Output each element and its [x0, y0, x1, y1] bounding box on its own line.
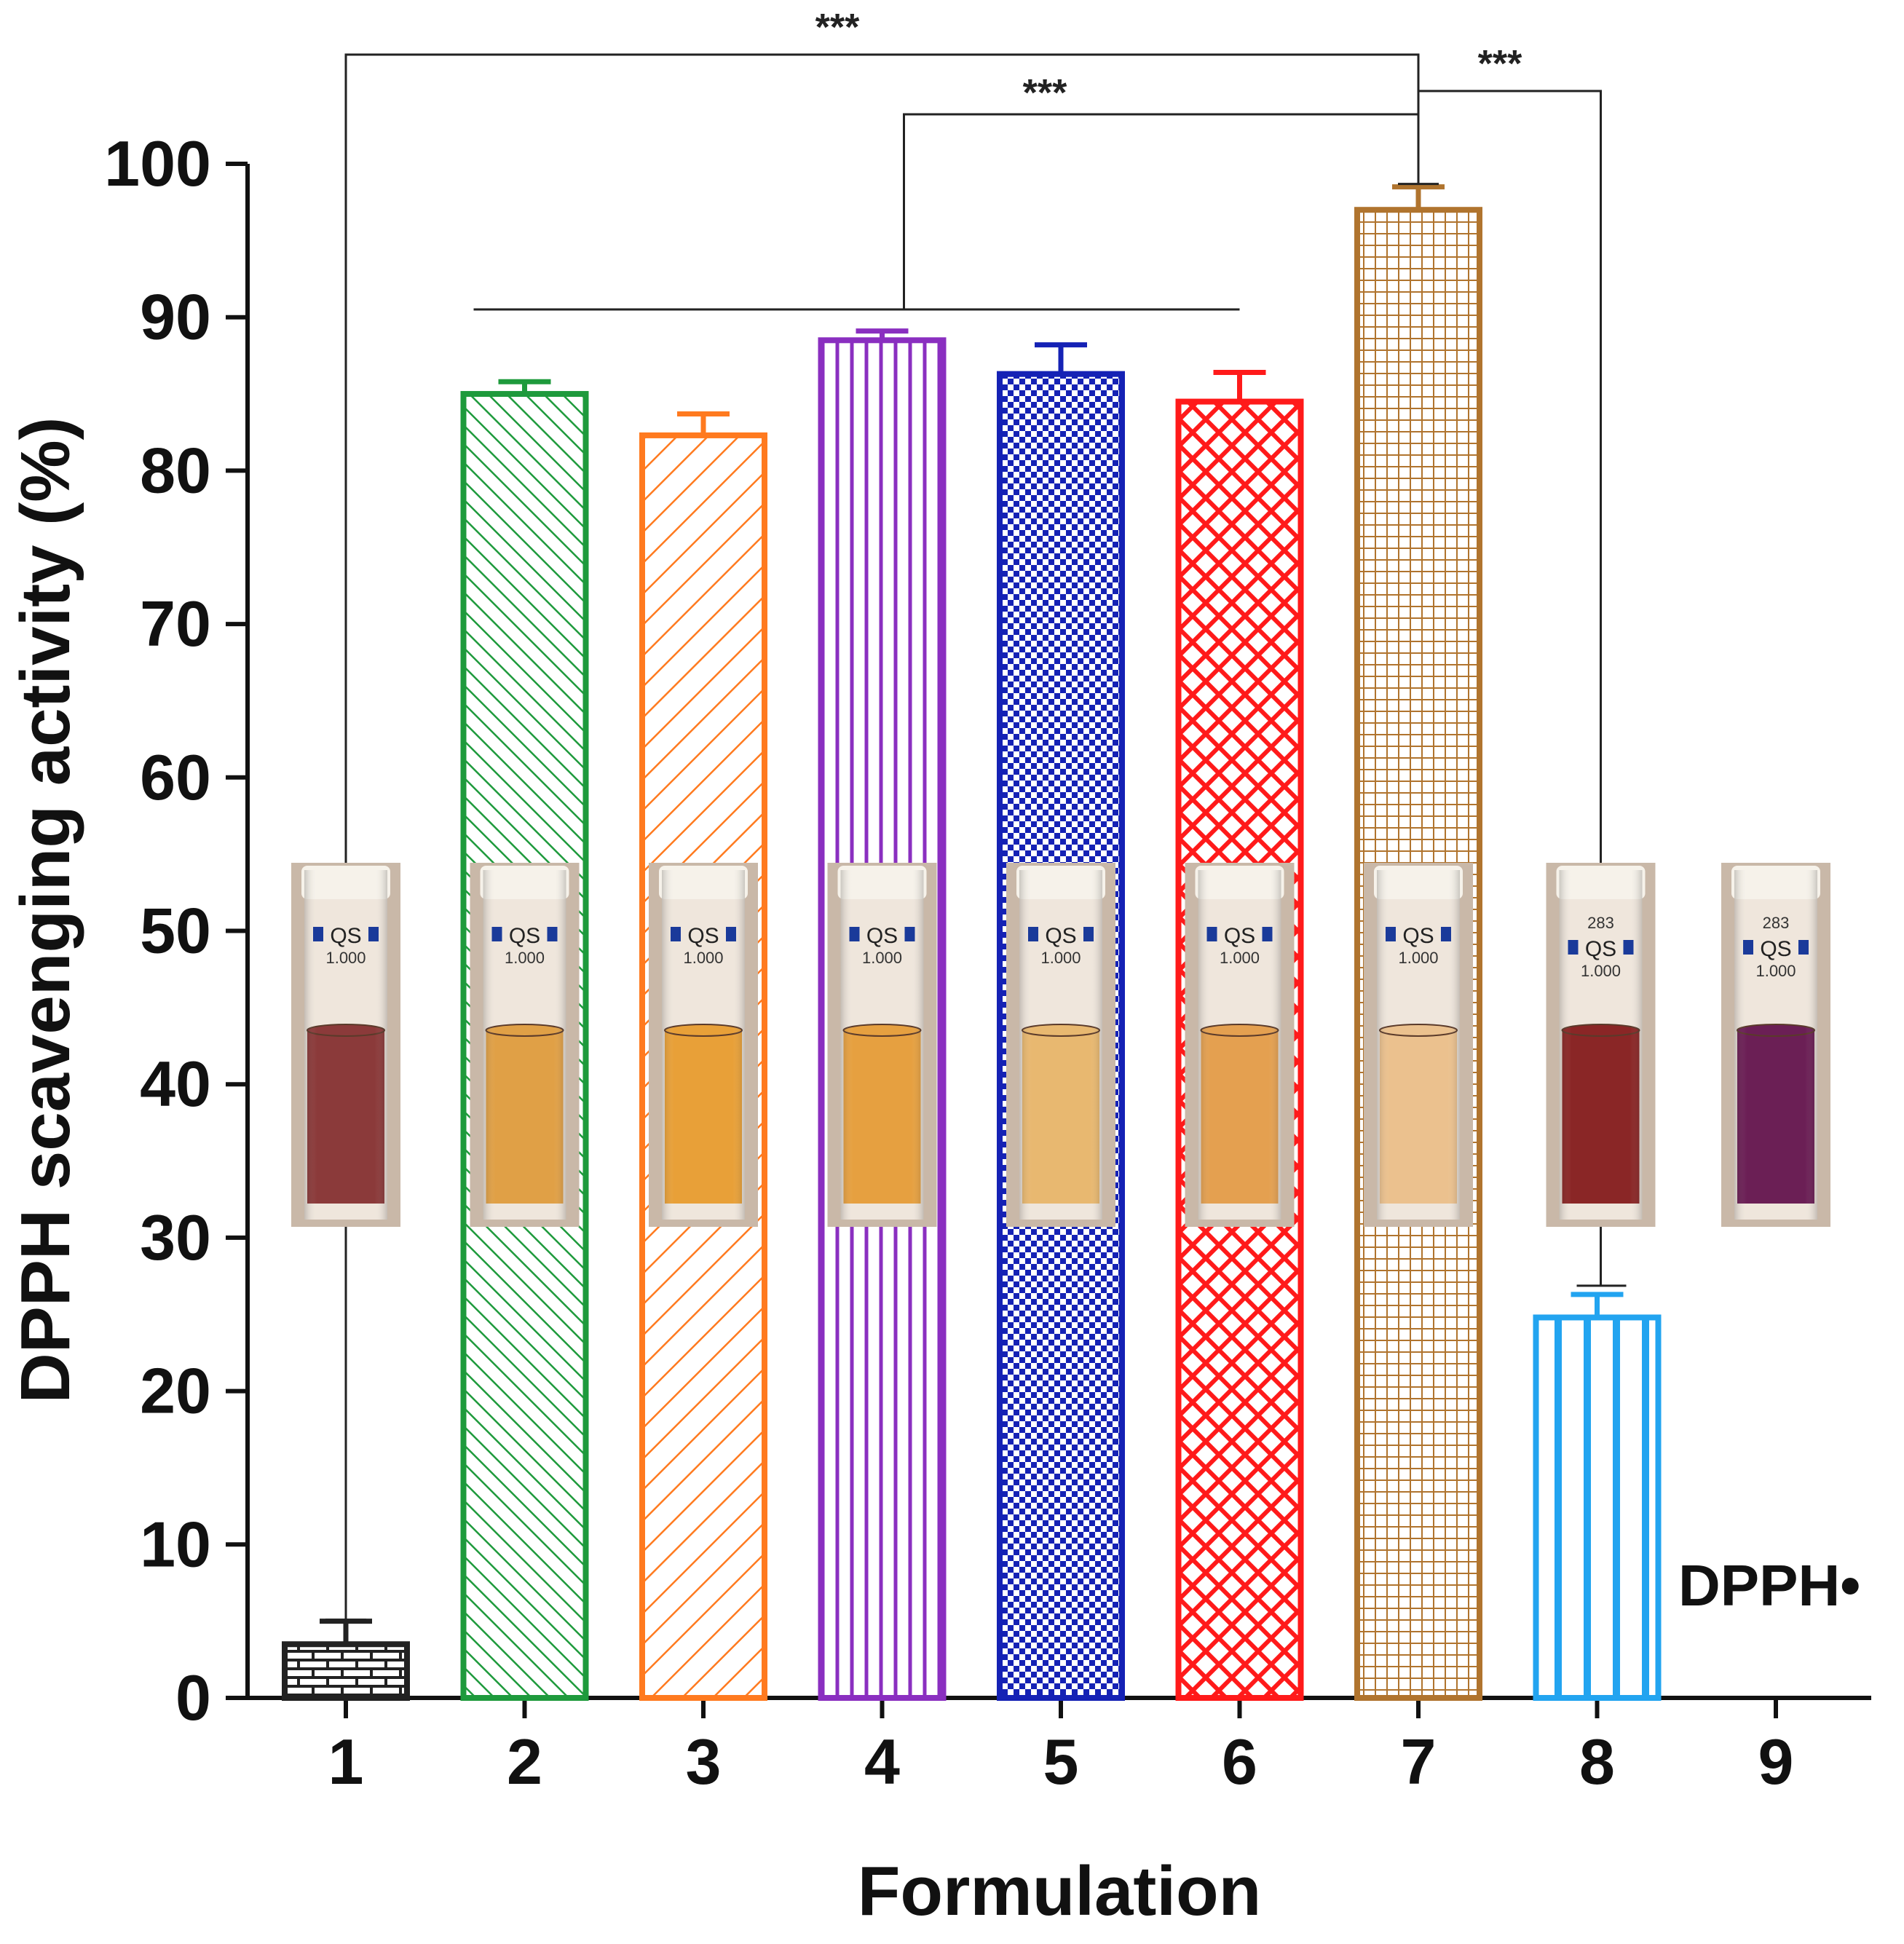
cuvette-sublabel: 1.000 — [1220, 949, 1260, 967]
cuvette-glass-shade — [662, 870, 745, 1220]
y-tick-label: 40 — [140, 1048, 211, 1120]
y-axis-title: DPPH scavenging activity (%) — [7, 416, 84, 1403]
cuvette-glass-shade — [1198, 870, 1281, 1220]
x-axis-ticks: 1 2 3 4 5 6 7 8 9 — [328, 1698, 1794, 1798]
cuvette-mark-left — [1206, 927, 1217, 941]
cuvette-sublabel: 1.000 — [1755, 962, 1796, 980]
cuvette-qs-label: QS — [330, 924, 361, 948]
cuvette-mark-left — [1386, 927, 1396, 941]
cuvette-sublabel: 1.000 — [505, 949, 545, 967]
cuvette-4: QS1.000 — [827, 863, 937, 1227]
cuvette-qs-label: QS — [509, 924, 540, 948]
y-tick-label: 60 — [140, 741, 211, 813]
sig-bracket-group-7 — [903, 113, 1418, 309]
cuvette-qs-label: QS — [1760, 937, 1791, 961]
y-tick-label: 10 — [140, 1508, 211, 1580]
bar-1 — [282, 1641, 410, 1701]
cuvette-8: 283 QS1.000 — [1546, 863, 1656, 1227]
y-tick-label: 90 — [140, 281, 211, 353]
x-tick-label: 9 — [1758, 1726, 1794, 1798]
cuvette-mark-left — [1743, 940, 1753, 955]
cuvette-mark-right — [1798, 940, 1809, 955]
cuvette-number: 283 — [1763, 914, 1790, 932]
cuvette-sublabel: 1.000 — [1040, 949, 1081, 967]
cuvette-glass-shade — [1377, 870, 1460, 1220]
cuvette-1: QS1.000 — [291, 863, 400, 1227]
cuvette-mark-right — [726, 927, 736, 941]
cuvette-sublabel: 1.000 — [325, 949, 366, 967]
cuvette-mark-left — [313, 927, 323, 941]
cuvette-5: QS1.000 — [1006, 863, 1115, 1227]
y-tick-label: 0 — [175, 1662, 211, 1734]
cuvette-mark-right — [1441, 927, 1451, 941]
y-axis-ticks: 0 10 20 30 40 50 60 70 80 90 100 — [104, 127, 248, 1734]
cuvette-qs-label: QS — [1224, 924, 1255, 948]
dpph-radical-label: DPPH• — [1678, 1553, 1860, 1618]
y-tick-label: 30 — [140, 1201, 211, 1273]
cuvette-glass-shade — [1019, 870, 1102, 1220]
y-tick-label: 50 — [140, 895, 211, 967]
y-tick-label: 20 — [140, 1355, 211, 1427]
x-tick-label: 6 — [1222, 1726, 1257, 1798]
cuvette-mark-right — [1083, 927, 1094, 941]
x-tick-label: 3 — [686, 1726, 722, 1798]
x-tick-label: 7 — [1401, 1726, 1437, 1798]
x-tick-label: 1 — [328, 1726, 364, 1798]
cuvette-3: QS1.000 — [649, 863, 758, 1227]
cuvette-sublabel: 1.000 — [1398, 949, 1438, 967]
x-tick-label: 8 — [1579, 1726, 1615, 1798]
cuvette-7: QS1.000 — [1364, 863, 1473, 1227]
y-tick-label: 80 — [140, 434, 211, 506]
y-tick-label: 70 — [140, 588, 211, 660]
cuvette-mark-right — [1623, 940, 1634, 955]
cuvette-mark-right — [904, 927, 915, 941]
x-tick-label: 4 — [864, 1726, 900, 1798]
cuvette-glass-shade — [304, 870, 387, 1220]
cuvette-sublabel: 1.000 — [1581, 962, 1621, 980]
cuvette-mark-left — [491, 927, 502, 941]
cuvette-sublabel: 1.000 — [862, 949, 902, 967]
x-axis-title: Formulation — [858, 1852, 1262, 1930]
cuvette-qs-label: QS — [866, 924, 898, 948]
cuvette-qs-label: QS — [1585, 937, 1616, 961]
cuvette-qs-label: QS — [1045, 924, 1076, 948]
cuvette-glass-shade — [1559, 870, 1643, 1220]
cuvette-qs-label: QS — [1402, 924, 1434, 948]
sig-label-1: *** — [1023, 72, 1067, 114]
y-tick-label: 100 — [104, 127, 211, 199]
cuvette-mark-left — [849, 927, 860, 941]
cuvette-glass-shade — [483, 870, 566, 1220]
cuvette-sublabel: 1.000 — [683, 949, 723, 967]
cuvette-photos: QS1.000QS1.000QS1.000QS1.000QS1.000QS1.0… — [291, 863, 1830, 1227]
x-tick-label: 2 — [507, 1726, 542, 1798]
cuvette-mark-right — [547, 927, 558, 941]
bar-8 — [1533, 1314, 1662, 1701]
sig-bracket-1-7 — [344, 53, 1420, 1621]
cuvette-9: 283 QS1.000 — [1721, 863, 1830, 1227]
cuvette-mark-left — [671, 927, 681, 941]
cuvette-glass-shade — [1734, 870, 1817, 1220]
cuvette-2: QS1.000 — [470, 863, 580, 1227]
cuvette-qs-label: QS — [687, 924, 719, 948]
x-tick-label: 5 — [1043, 1726, 1079, 1798]
error-bars-group — [320, 184, 1624, 1645]
cuvette-number: 283 — [1587, 914, 1614, 932]
cuvette-mark-left — [1568, 940, 1579, 955]
sig-label-2: *** — [1478, 43, 1522, 85]
cuvette-glass-shade — [840, 870, 924, 1220]
cuvette-mark-right — [368, 927, 379, 941]
cuvette-6: QS1.000 — [1185, 863, 1295, 1227]
sig-label-0: *** — [815, 7, 860, 49]
cuvette-mark-left — [1028, 927, 1038, 941]
cuvette-mark-right — [1262, 927, 1273, 941]
